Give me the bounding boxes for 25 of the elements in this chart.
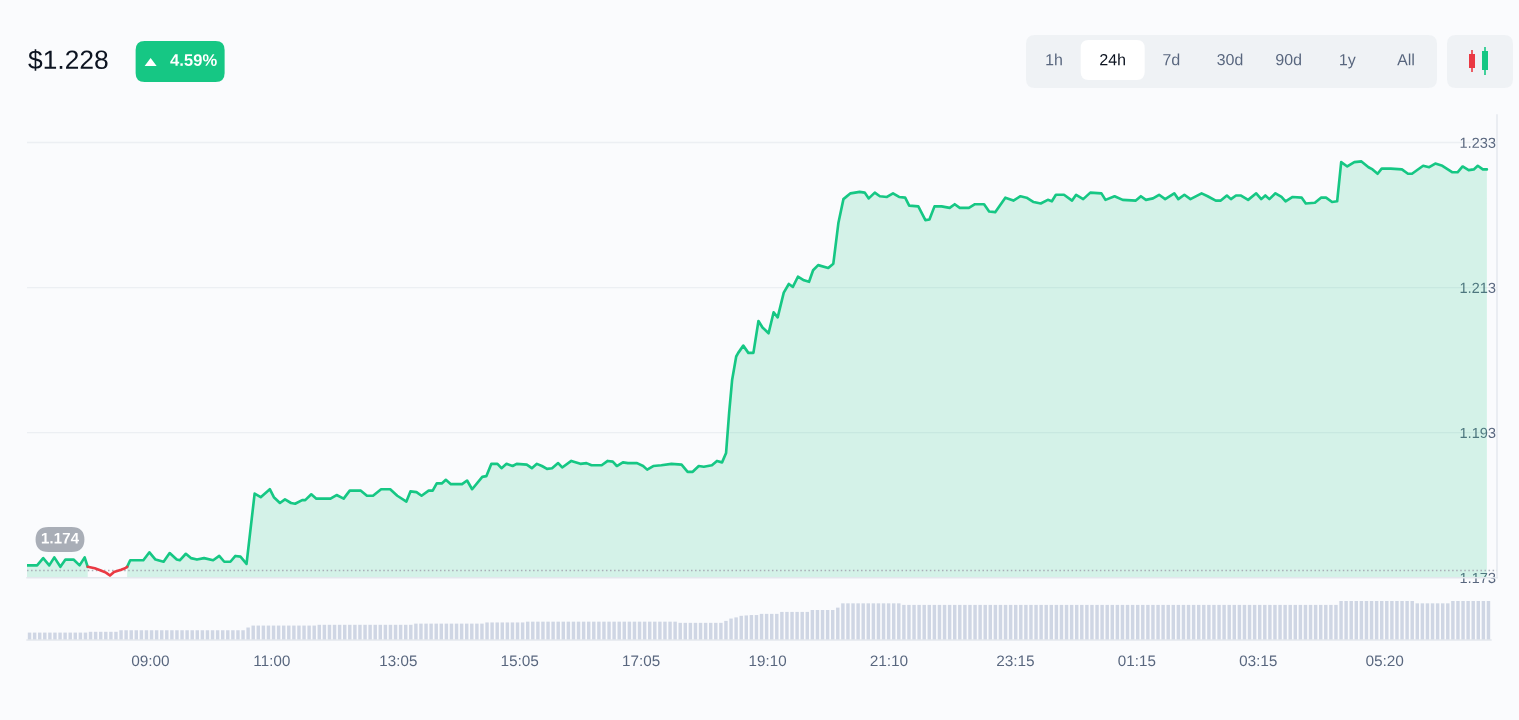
x-tick-label: 09:00 [131,655,169,667]
text: 1h [1046,53,1062,66]
x-tick-label: 23:15 [997,655,1034,667]
text: All [1397,53,1414,66]
x-tick-label: 05:20 [1366,655,1404,667]
text: 1y [1340,54,1356,69]
y-tick-label: 1.193 [1460,427,1496,439]
line-series [86,565,129,577]
x-tick-label: 19:10 [749,655,787,667]
x-tick-label: 21:10 [870,655,908,667]
text: 4.59% [170,54,217,66]
x-tick-label: 15:05 [501,655,539,667]
text: 90d [1276,53,1301,66]
x-tick-label: 17:05 [623,655,660,667]
chart-title: $1.228 [28,49,108,71]
x-tick-label: 03:15 [1239,655,1277,667]
y-tick-label: 1.233 [1460,137,1496,148]
text: 24h [1100,53,1125,66]
text: 7d [1163,53,1180,66]
x-tick-label: 01:15 [1118,655,1156,667]
x-tick-label: 13:05 [380,655,417,667]
x-tick-label: 11:00 [254,655,290,667]
y-tick-label: 1.213 [1460,282,1496,294]
ref-line-label: 1.174 [41,532,80,544]
text: 30d [1217,53,1243,66]
